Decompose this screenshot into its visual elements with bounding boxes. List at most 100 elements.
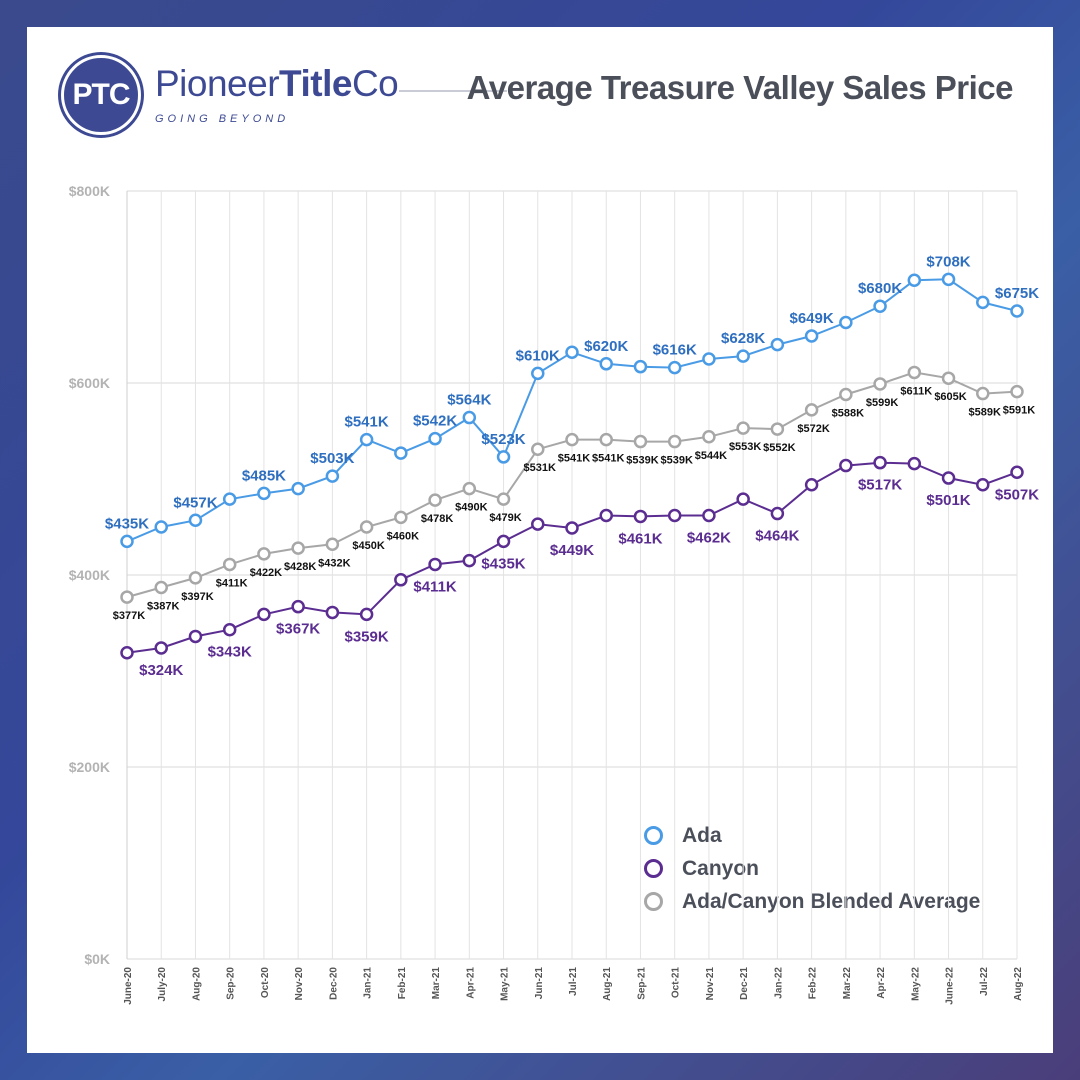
data-label: $422K bbox=[250, 567, 282, 579]
data-point bbox=[907, 456, 922, 471]
data-point bbox=[531, 517, 545, 531]
data-label: $588K bbox=[832, 408, 864, 420]
data-point bbox=[565, 432, 579, 447]
data-label: $620K bbox=[584, 338, 628, 355]
data-point bbox=[359, 607, 374, 622]
data-point bbox=[394, 446, 408, 460]
x-tick-label: Dec-20 bbox=[328, 967, 339, 1000]
data-point bbox=[359, 520, 374, 534]
data-label: $649K bbox=[790, 310, 834, 327]
x-tick-label: Nov-21 bbox=[705, 967, 716, 1001]
data-point bbox=[188, 513, 203, 528]
data-point bbox=[1010, 465, 1024, 480]
data-point bbox=[976, 295, 990, 310]
data-label: $539K bbox=[660, 455, 692, 467]
data-point bbox=[873, 299, 887, 313]
brand-end: Co bbox=[351, 63, 399, 104]
data-label: $397K bbox=[181, 591, 213, 603]
data-label: $616K bbox=[653, 342, 697, 359]
data-point bbox=[325, 605, 340, 620]
data-point bbox=[941, 371, 956, 385]
brand-regular: Pioneer bbox=[155, 63, 280, 104]
data-label: $544K bbox=[695, 450, 727, 462]
x-axis: June-20 July-20 Aug-20 Sep-20 Oct-20 Nov-20 De… bbox=[123, 967, 1024, 1005]
data-label: $324K bbox=[139, 662, 183, 679]
data-label: $610K bbox=[516, 347, 560, 364]
x-tick-label: July-20 bbox=[157, 967, 168, 1002]
legend-blended-label: Ada/Canyon Blended Average bbox=[682, 889, 981, 913]
x-tick-label: Mar-22 bbox=[842, 967, 853, 1000]
data-label: $591K bbox=[1003, 405, 1035, 417]
series-canyon: $324K $343K $367K $359K $411K $435K $449K $461K… bbox=[120, 455, 1039, 679]
x-tick-label: Sep-21 bbox=[636, 967, 647, 1000]
data-label: $359K bbox=[345, 628, 389, 645]
data-point bbox=[565, 345, 579, 360]
legend-canyon-marker bbox=[644, 859, 663, 878]
data-point bbox=[496, 534, 511, 549]
x-tick-label: Aug-21 bbox=[602, 967, 613, 1001]
data-label: $490K bbox=[455, 502, 487, 514]
series-ada: $435K $457K $485K $503K $541K $542K $564K $523K… bbox=[105, 253, 1039, 549]
data-point bbox=[633, 359, 648, 374]
data-label: $449K bbox=[550, 542, 594, 559]
data-point bbox=[976, 386, 990, 401]
x-tick-label: Apr-21 bbox=[465, 967, 476, 999]
x-tick-label: Apr-22 bbox=[876, 967, 887, 999]
data-point bbox=[770, 422, 785, 436]
data-label: $507K bbox=[995, 486, 1039, 503]
data-point bbox=[804, 403, 819, 417]
data-point bbox=[462, 410, 477, 425]
data-point bbox=[736, 421, 750, 435]
data-point bbox=[976, 478, 990, 492]
x-tick-label: Jan-21 bbox=[363, 967, 374, 999]
data-label: $478K bbox=[421, 513, 453, 525]
data-point bbox=[496, 450, 511, 464]
data-point bbox=[702, 430, 716, 444]
data-label: $628K bbox=[721, 330, 765, 347]
data-point bbox=[804, 478, 819, 492]
data-label: $541K bbox=[345, 414, 389, 431]
x-tick-label: June-20 bbox=[123, 967, 134, 1005]
data-point bbox=[565, 521, 579, 535]
data-point bbox=[907, 365, 922, 380]
data-label: $343K bbox=[208, 644, 252, 661]
data-label: $461K bbox=[618, 530, 662, 547]
data-point bbox=[154, 641, 168, 655]
legend-item-canyon: Canyon bbox=[644, 852, 980, 885]
x-tick-label: Jan-22 bbox=[773, 967, 784, 999]
data-label: $589K bbox=[969, 407, 1001, 419]
legend-canyon-label: Canyon bbox=[682, 856, 760, 880]
x-tick-label: Aug-22 bbox=[1013, 967, 1024, 1001]
data-point bbox=[736, 492, 750, 506]
legend-blended-marker bbox=[644, 892, 663, 911]
data-label: $517K bbox=[858, 477, 902, 494]
x-tick-label: May-21 bbox=[500, 967, 511, 1001]
y-tick-label: $600K bbox=[69, 375, 110, 391]
x-tick-label: May-22 bbox=[910, 967, 921, 1001]
data-point bbox=[222, 557, 237, 572]
data-point bbox=[599, 357, 613, 371]
legend-ada-marker bbox=[644, 826, 663, 845]
data-point bbox=[941, 471, 956, 485]
x-tick-label: Jun-21 bbox=[534, 967, 545, 1000]
data-point bbox=[120, 534, 134, 549]
data-point bbox=[188, 571, 203, 585]
data-point bbox=[359, 432, 374, 447]
data-point bbox=[428, 431, 442, 446]
data-point bbox=[839, 315, 853, 330]
data-point bbox=[941, 272, 956, 287]
data-label: $387K bbox=[147, 600, 179, 612]
data-label: $428K bbox=[284, 561, 316, 573]
data-label: $450K bbox=[352, 540, 384, 552]
data-point bbox=[222, 622, 237, 637]
x-tick-label: Sep-20 bbox=[226, 967, 237, 1000]
data-label: $411K bbox=[216, 577, 248, 589]
x-tick-label: Nov-20 bbox=[294, 967, 305, 1001]
data-label: $435K bbox=[105, 515, 149, 532]
data-point bbox=[531, 366, 545, 381]
x-tick-label: Oct-20 bbox=[260, 967, 271, 999]
y-tick-label: $400K bbox=[69, 567, 110, 583]
data-point bbox=[154, 520, 168, 534]
y-tick-label: $200K bbox=[69, 759, 110, 775]
